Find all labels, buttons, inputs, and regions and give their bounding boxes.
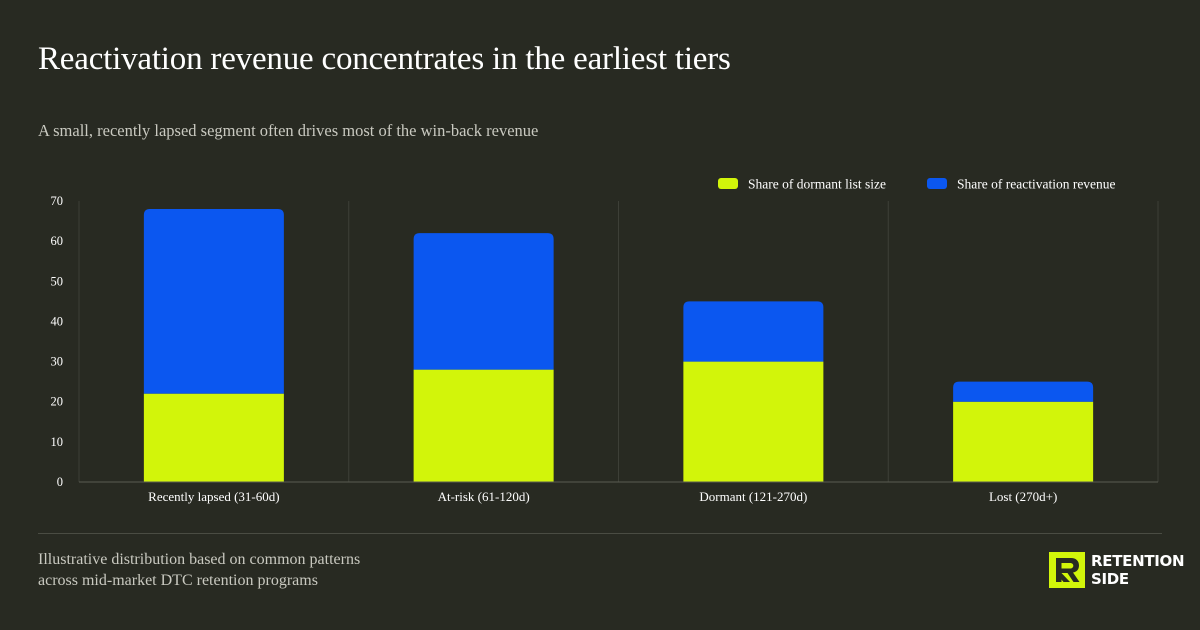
bar-segment-revenue xyxy=(413,233,554,370)
footnote-line-2: across mid-market DTC retention programs xyxy=(38,572,318,589)
y-tick-label: 10 xyxy=(51,435,64,449)
legend-swatch xyxy=(718,178,738,189)
x-category-label: Dormant (121-270d) xyxy=(699,489,807,504)
legend-label-revenue: Share of reactivation revenue xyxy=(957,177,1116,192)
bar-segment-revenue xyxy=(683,301,824,362)
legend-swatch xyxy=(927,178,947,189)
y-tick-label: 40 xyxy=(51,314,64,328)
chart-subtitle: A small, recently lapsed segment often d… xyxy=(38,121,539,140)
brand-line-1: RETENTION xyxy=(1091,552,1185,570)
y-tick-label: 30 xyxy=(51,355,64,369)
bar-segment-list-size xyxy=(683,361,824,482)
bar-chart: 0 10 20 30 40 50 60 70 Recently lapsed (31-60d) A… xyxy=(51,177,1159,504)
chart-title: Reactivation revenue concentrates in the… xyxy=(38,41,731,77)
y-tick-label: 50 xyxy=(51,274,64,288)
y-tick-label: 60 xyxy=(51,234,64,248)
bar-segment-list-size xyxy=(953,401,1094,482)
x-category-label: Recently lapsed (31-60d) xyxy=(148,489,279,504)
footer-divider xyxy=(38,533,1162,534)
bar-segment-list-size xyxy=(143,393,284,482)
y-tick-label: 20 xyxy=(51,395,64,409)
legend-label-list-size: Share of dormant list size xyxy=(748,177,886,192)
x-category-label: At-risk (61-120d) xyxy=(438,489,530,504)
footnote-line-1: Illustrative distribution based on commo… xyxy=(38,551,361,568)
brand-line-2: SIDE xyxy=(1091,570,1129,588)
x-category-label: Lost (270d+) xyxy=(989,489,1057,504)
brand-logo: RETENTION SIDE xyxy=(1049,552,1185,588)
footnote: Illustrative distribution based on commo… xyxy=(38,549,458,591)
bar-segment-revenue xyxy=(953,381,1094,402)
legend: Share of dormant list size Share of react… xyxy=(718,177,1116,192)
y-tick-label: 70 xyxy=(51,194,64,208)
bar-segment-revenue xyxy=(143,209,284,394)
brand-wordmark: RETENTION SIDE xyxy=(1091,552,1185,588)
bar-segment-list-size xyxy=(413,369,554,482)
retention-side-logo-icon xyxy=(1049,552,1085,588)
y-tick-label: 0 xyxy=(57,475,63,489)
